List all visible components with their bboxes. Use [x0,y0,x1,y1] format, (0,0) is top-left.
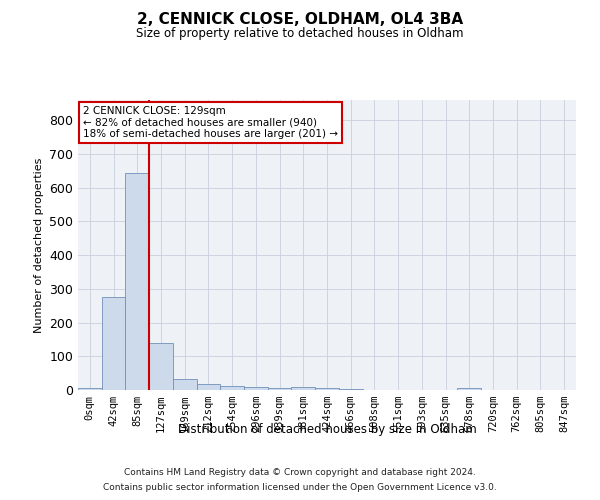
Bar [315,388,339,390]
Y-axis label: Number of detached properties: Number of detached properties [34,158,44,332]
Bar [78,388,102,390]
Text: 2 CENNICK CLOSE: 129sqm
← 82% of detached houses are smaller (940)
18% of semi-d: 2 CENNICK CLOSE: 129sqm ← 82% of detache… [83,106,338,139]
Bar [220,386,244,390]
Bar [268,388,292,390]
Bar [339,389,362,390]
Bar [244,388,268,390]
Text: 2, CENNICK CLOSE, OLDHAM, OL4 3BA: 2, CENNICK CLOSE, OLDHAM, OL4 3BA [137,12,463,28]
Bar [102,298,125,390]
Text: Distribution of detached houses by size in Oldham: Distribution of detached houses by size … [178,424,476,436]
Bar [457,388,481,390]
Bar [173,379,197,390]
Text: Contains public sector information licensed under the Open Government Licence v3: Contains public sector information licen… [103,483,497,492]
Bar [197,384,220,390]
Text: Contains HM Land Registry data © Crown copyright and database right 2024.: Contains HM Land Registry data © Crown c… [124,468,476,477]
Bar [149,343,173,390]
Text: Size of property relative to detached houses in Oldham: Size of property relative to detached ho… [136,28,464,40]
Bar [292,388,315,390]
Bar [125,172,149,390]
